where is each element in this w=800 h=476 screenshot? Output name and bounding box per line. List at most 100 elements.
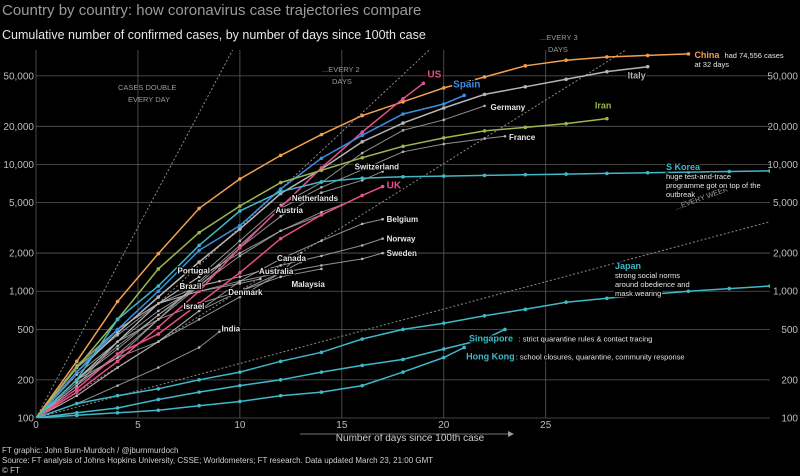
data-point <box>156 251 161 256</box>
series-label-hong-kong: Hong Kong <box>466 351 514 361</box>
y-tick-label-left: 500 <box>17 325 34 336</box>
data-point <box>279 229 282 233</box>
y-tick-label-left: 100 <box>17 414 34 425</box>
data-point <box>401 100 405 104</box>
data-point <box>156 408 161 413</box>
data-point <box>157 318 160 321</box>
series-label-s-korea: S Korea <box>666 162 701 172</box>
data-point <box>686 170 691 174</box>
data-point <box>462 345 466 350</box>
data-point <box>523 64 528 68</box>
series-note: had 74,556 cases <box>724 51 783 60</box>
data-point <box>258 277 262 281</box>
data-point <box>238 270 242 275</box>
y-tick-label-right: 200 <box>781 375 798 386</box>
data-point <box>218 264 221 267</box>
data-point <box>401 174 405 179</box>
y-tick-label-right: 5,000 <box>773 198 798 209</box>
data-point <box>278 187 283 191</box>
data-point <box>197 390 201 394</box>
data-point <box>278 359 283 364</box>
data-point <box>360 133 365 138</box>
data-point <box>279 257 282 261</box>
series-note: strong social norms <box>615 271 680 280</box>
series-label-uk: UK <box>387 181 402 192</box>
data-point <box>238 223 242 228</box>
data-point <box>238 251 242 255</box>
series-line-italy <box>36 65 648 418</box>
data-point <box>319 168 324 173</box>
series-layer <box>36 52 770 418</box>
data-point <box>401 144 405 149</box>
data-point <box>360 139 365 144</box>
series-label-norway: Norway <box>387 235 416 244</box>
data-point <box>442 118 446 122</box>
series-label-belgium: Belgium <box>387 215 419 224</box>
data-point <box>218 279 221 283</box>
series-label-spain: Spain <box>453 79 480 90</box>
data-point <box>197 309 201 313</box>
data-point <box>320 210 323 214</box>
data-point <box>421 81 426 86</box>
data-point <box>319 132 324 137</box>
series-line-hong-kong <box>36 346 465 418</box>
series-label-sweden: Sweden <box>387 249 417 258</box>
data-point <box>482 92 487 97</box>
data-point <box>74 410 79 415</box>
series-label-india: India <box>222 325 241 334</box>
data-point <box>360 337 365 341</box>
data-point <box>197 248 201 253</box>
data-point <box>279 271 282 275</box>
y-tick-label-right: 50,000 <box>767 71 798 82</box>
data-point <box>238 282 242 285</box>
data-point <box>564 58 568 62</box>
data-point <box>156 289 161 294</box>
x-axis-arrow-head <box>508 431 514 437</box>
data-point <box>360 130 365 134</box>
series-label-italy: Italy <box>628 71 646 81</box>
series-label-malaysia: Malaysia <box>291 280 325 289</box>
data-point <box>360 257 364 261</box>
series-line-china <box>36 53 689 418</box>
doubling-guide-label: ...EVERY 3 <box>540 33 578 42</box>
data-point <box>116 333 119 337</box>
data-point <box>441 347 446 351</box>
data-point <box>442 142 446 146</box>
series-label-israel: Israel <box>184 302 205 311</box>
data-point <box>482 75 487 79</box>
data-point <box>116 340 119 343</box>
data-point <box>319 213 324 217</box>
data-point <box>238 227 242 231</box>
doubling-guide-label: EVERY DAY <box>128 95 170 104</box>
data-point <box>36 416 38 418</box>
data-point <box>74 370 79 374</box>
data-point <box>197 260 201 264</box>
data-point <box>605 55 609 59</box>
data-point <box>401 370 405 374</box>
series-note: : strict quarantine rules & contact trac… <box>519 334 653 343</box>
data-point <box>278 205 283 210</box>
data-point <box>197 206 201 211</box>
data-point <box>381 237 384 240</box>
data-point <box>401 150 405 154</box>
data-point <box>360 176 365 180</box>
data-point <box>279 215 282 218</box>
data-point <box>238 177 242 181</box>
data-point <box>74 390 79 394</box>
data-point <box>401 357 405 362</box>
data-point <box>523 307 528 312</box>
data-point <box>482 129 487 133</box>
x-axis-label: Number of days since 100th case <box>336 433 485 444</box>
labels-layer: CASES DOUBLE EVERY DAY ...EVERY 2 DAYS ...EV… <box>118 33 784 363</box>
series-line-spain <box>36 94 465 418</box>
data-point <box>564 300 568 304</box>
series-line-sweden <box>36 252 383 418</box>
data-point <box>157 340 160 343</box>
data-point <box>503 327 507 332</box>
data-point <box>299 260 303 264</box>
data-point <box>278 393 283 398</box>
data-point <box>156 295 161 299</box>
data-point <box>156 267 161 271</box>
data-point <box>157 309 160 313</box>
data-point <box>157 313 160 317</box>
